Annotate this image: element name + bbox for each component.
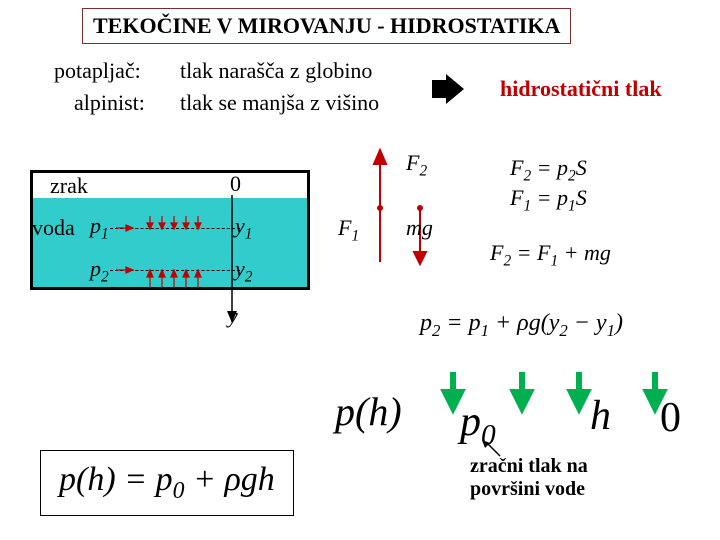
label-mg: mg xyxy=(406,215,433,241)
label-zero2: 0 xyxy=(660,394,681,442)
label-h: h xyxy=(590,392,611,440)
eq-ph: p(h) = p0 + ρgh xyxy=(59,461,275,498)
p0-note-2: površini vode xyxy=(470,478,585,501)
label-ph: p(h) xyxy=(335,388,402,435)
eq-p2: p2 = p1 + ρg(y2 − y1) xyxy=(420,310,623,341)
p0-letter: p xyxy=(460,399,481,445)
eq-f1: F1 = p1S xyxy=(510,185,587,215)
label-f1: F1 xyxy=(338,215,359,245)
eq-f2: F2 = p2S xyxy=(510,155,587,185)
zero2-text: 0 xyxy=(660,395,681,441)
p0-pointer-arrow xyxy=(480,440,510,460)
ph-text: p(h) xyxy=(335,389,402,434)
eq-ph-box: p(h) = p0 + ρgh xyxy=(40,450,294,516)
eq-bal: F2 = F1 + mg xyxy=(490,240,611,270)
f1-letter: F xyxy=(338,215,351,240)
f1-sub: 1 xyxy=(351,227,359,244)
h-letter: h xyxy=(590,393,611,439)
